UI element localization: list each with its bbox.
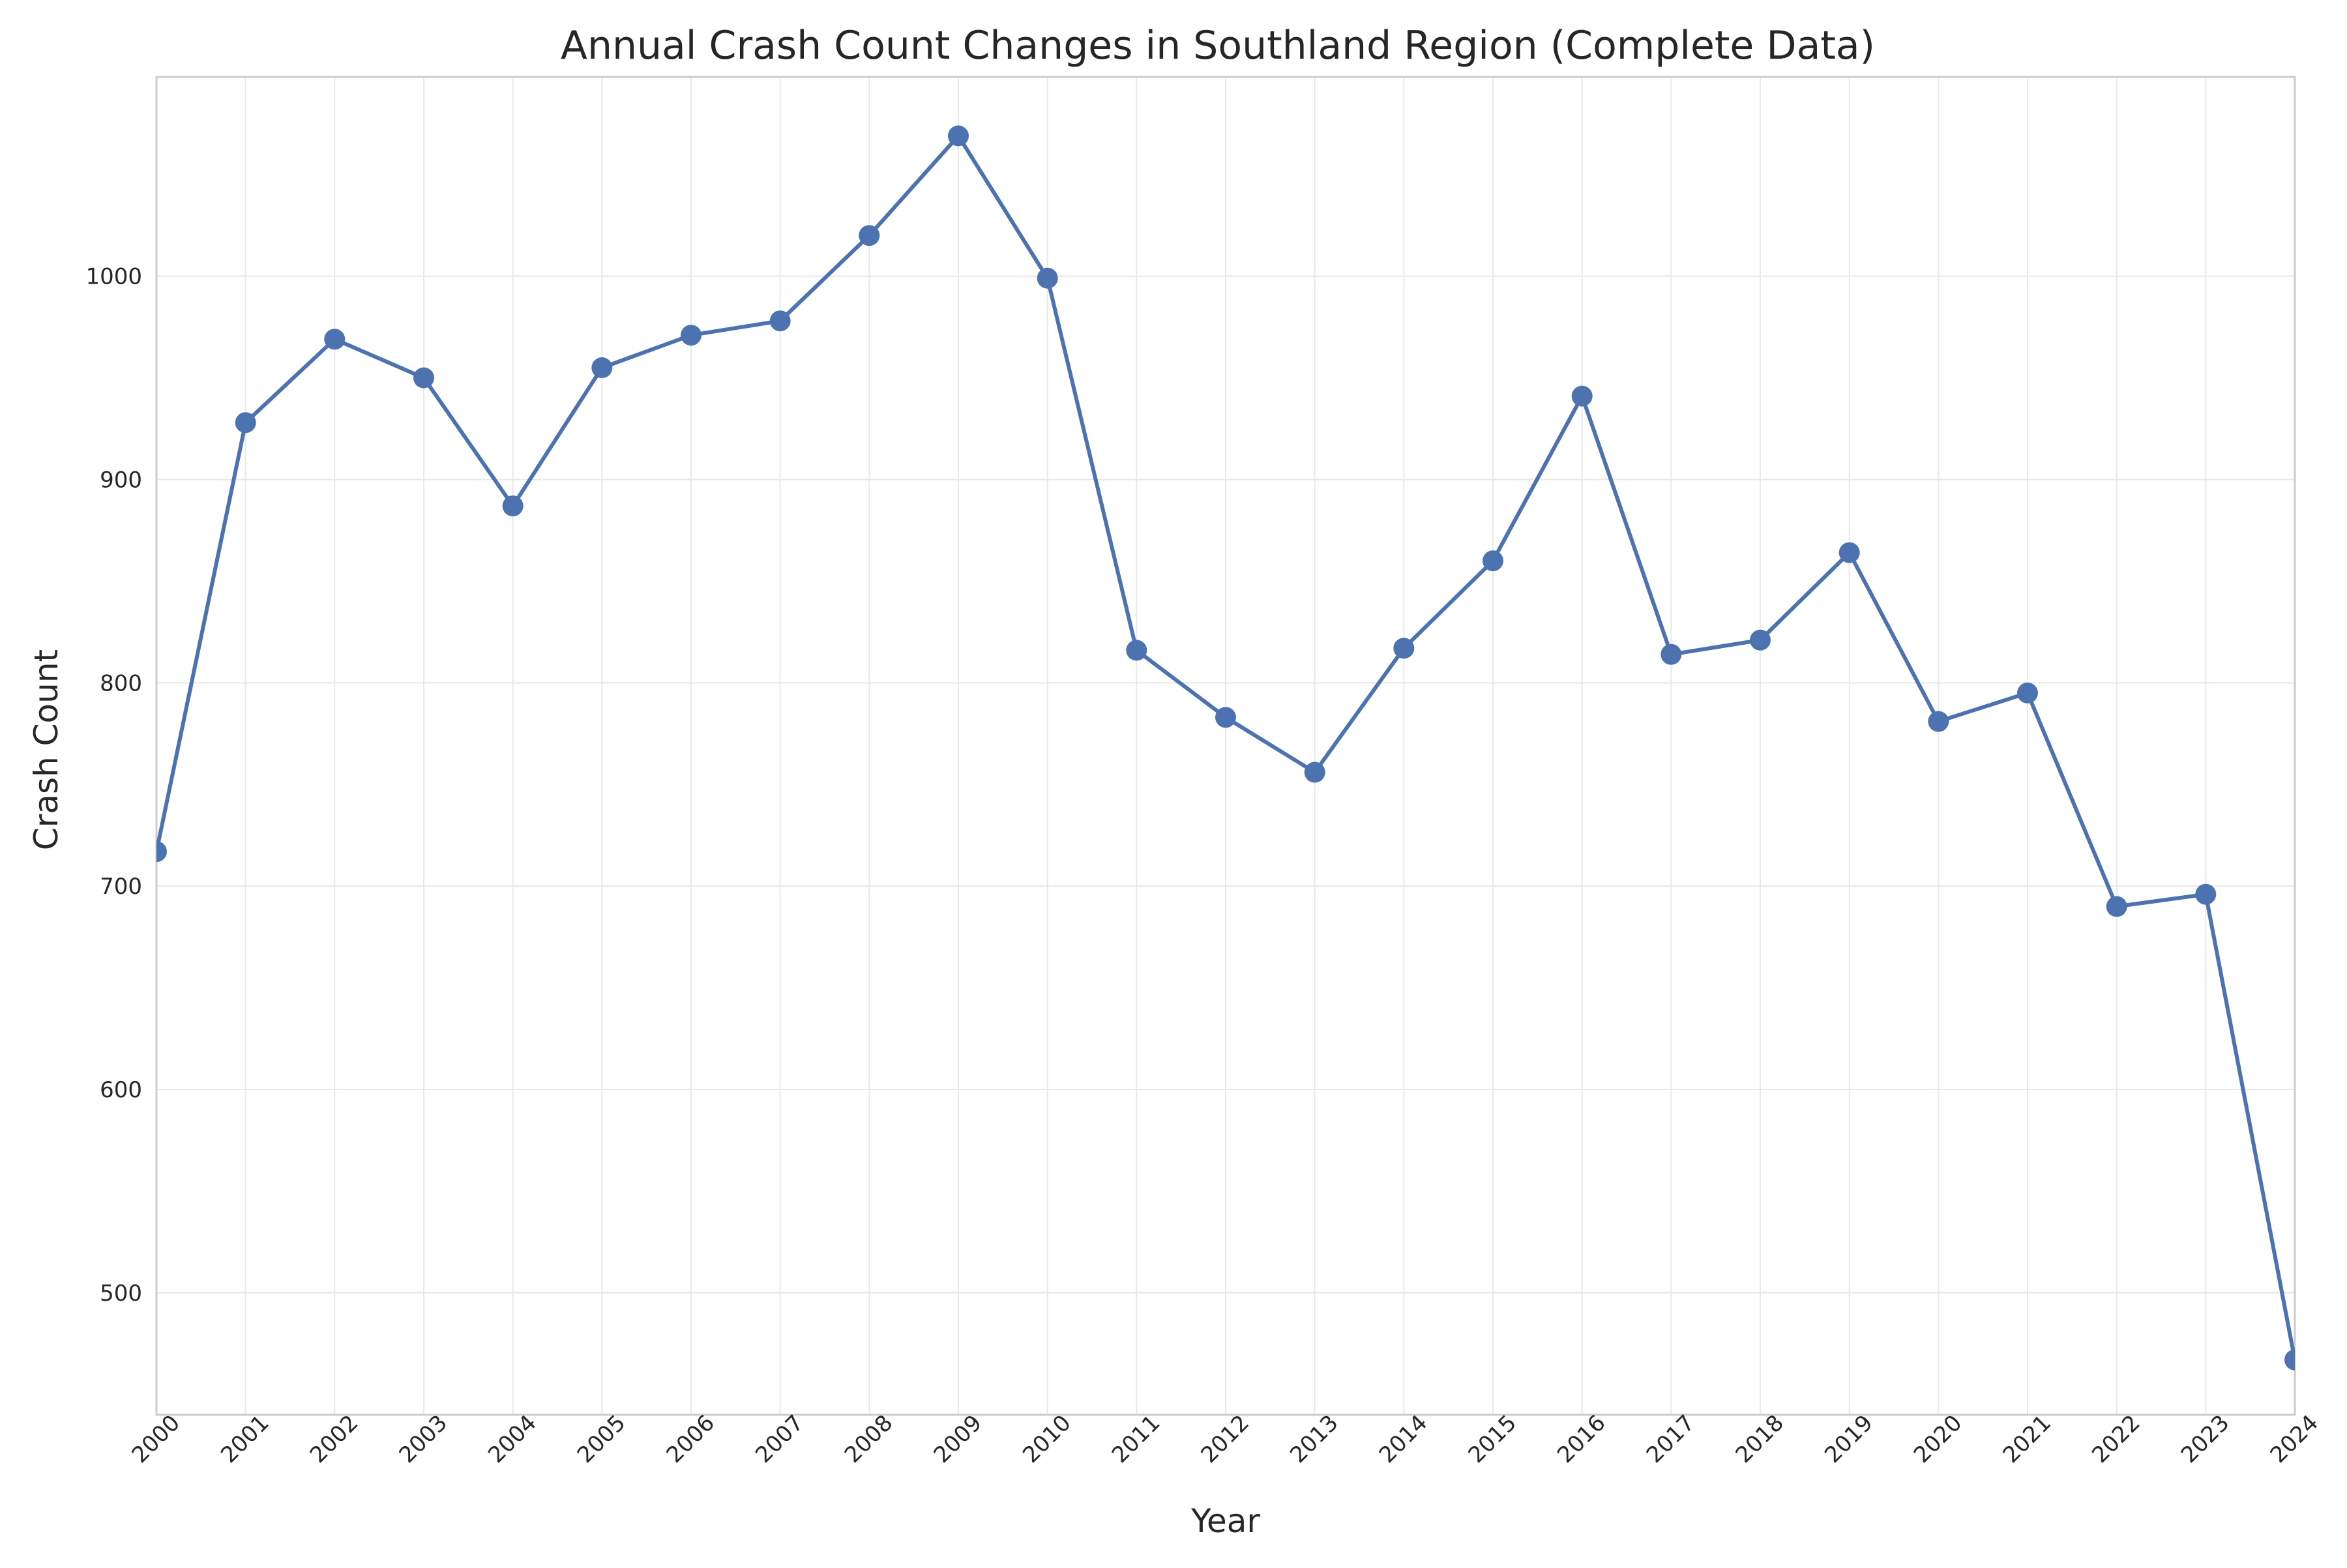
data-point-2018 (1750, 629, 1771, 651)
data-point-2019 (1838, 542, 1860, 563)
data-point-2023 (2195, 883, 2217, 905)
y-tick-label: 500 (100, 1280, 142, 1307)
plot-frame (155, 76, 2296, 1416)
y-tick-label: 700 (100, 874, 142, 900)
data-point-2014 (1393, 638, 1415, 659)
y-axis-label: Crash Count (27, 649, 65, 850)
chart-title: Annual Crash Count Changes in Southland … (561, 23, 1875, 68)
data-point-2002 (324, 329, 346, 350)
data-point-2011 (1126, 640, 1147, 661)
data-point-2005 (591, 357, 613, 378)
y-tick-label: 600 (100, 1077, 142, 1103)
data-point-2017 (1661, 643, 1682, 665)
data-point-2003 (413, 367, 434, 389)
data-point-2001 (235, 412, 256, 434)
data-point-2016 (1571, 385, 1593, 407)
data-point-2006 (681, 325, 701, 346)
y-tick-label: 800 (100, 670, 142, 696)
y-tick-label: 1000 (85, 264, 142, 290)
data-point-2013 (1304, 762, 1325, 783)
data-point-2021 (2017, 682, 2038, 703)
data-point-2020 (1928, 711, 1949, 732)
data-point-2009 (948, 125, 969, 147)
data-point-2000 (156, 841, 167, 863)
data-point-2004 (502, 496, 524, 516)
series-layer (156, 125, 2295, 1370)
x-axis-label: Year (1190, 1502, 1260, 1540)
data-point-2007 (769, 310, 791, 332)
y-tick-label: 900 (100, 467, 142, 493)
data-point-2010 (1037, 267, 1058, 289)
data-point-2008 (859, 225, 880, 246)
data-point-2012 (1215, 707, 1236, 728)
data-point-2024 (2284, 1349, 2295, 1370)
data-point-2015 (1483, 550, 1503, 572)
data-point-2022 (2106, 896, 2127, 917)
